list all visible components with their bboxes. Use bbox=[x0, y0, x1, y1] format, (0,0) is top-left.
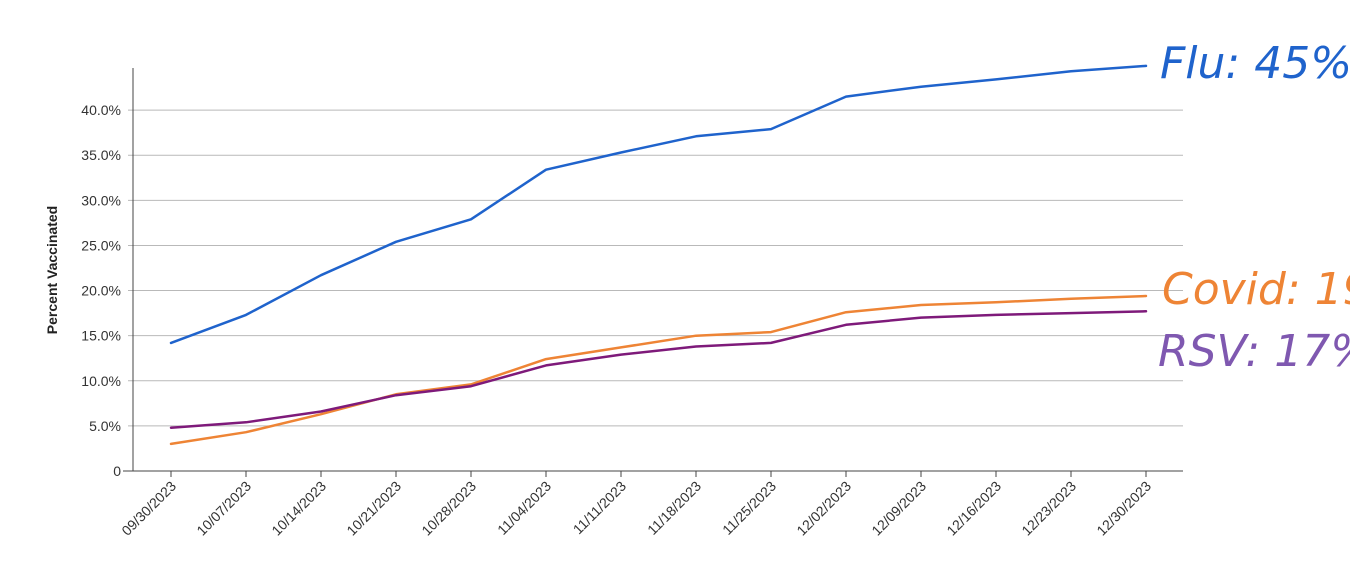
x-tick-label: 11/11/2023 bbox=[570, 478, 630, 538]
x-tick-label: 10/14/2023 bbox=[268, 478, 329, 539]
series-line-1 bbox=[169, 294, 1148, 446]
x-tick-label: 11/04/2023 bbox=[494, 478, 554, 538]
grid-lines bbox=[123, 109, 1183, 472]
x-tick-label: 12/30/2023 bbox=[1093, 478, 1154, 539]
x-tick-label: 10/07/2023 bbox=[193, 478, 254, 539]
x-tick-label: 10/28/2023 bbox=[418, 478, 479, 539]
y-axis-title: Percent Vaccinated bbox=[44, 206, 60, 334]
y-tick-label: 25.0% bbox=[81, 237, 121, 253]
y-tick-label: 40.0% bbox=[81, 102, 121, 118]
annotation-label: RSV: 17% bbox=[1158, 326, 1350, 377]
x-tick-label: 12/16/2023 bbox=[943, 478, 1004, 539]
y-tick-label: 10.0% bbox=[81, 373, 121, 389]
annotation-label: Flu: 45% bbox=[1160, 38, 1350, 89]
y-tick-label: 0 bbox=[113, 463, 121, 479]
y-tick-label: 30.0% bbox=[81, 192, 121, 208]
y-tick-labels: 0 5.0% 10.0% 15.0% 20.0% 25.0% 30.0% 35.0% 40.0% bbox=[81, 102, 121, 479]
x-tick-labels: 09/30/2023 10/07/2023 10/14/2023 10/21/2023… bbox=[118, 471, 1154, 539]
y-tick-label: 5.0% bbox=[89, 418, 121, 434]
y-tick-label: 15.0% bbox=[81, 328, 121, 344]
x-tick-label: 09/30/2023 bbox=[118, 478, 179, 539]
y-tick-label: 20.0% bbox=[81, 283, 121, 299]
series-lines bbox=[169, 64, 1148, 446]
y-tick-label: 35.0% bbox=[81, 147, 121, 163]
series-line-2 bbox=[169, 310, 1148, 429]
annotation-label: Covid: 19% bbox=[1162, 264, 1350, 315]
annotations: Flu: 45% Covid: 19% RSV: 17% bbox=[1158, 38, 1350, 377]
x-tick-label: 12/09/2023 bbox=[868, 478, 929, 539]
x-tick-label: 10/21/2023 bbox=[343, 478, 404, 539]
x-tick-label: 12/02/2023 bbox=[793, 478, 854, 539]
x-tick-label: 12/23/2023 bbox=[1018, 478, 1079, 539]
x-tick-label: 11/25/2023 bbox=[719, 478, 779, 538]
series-line-0 bbox=[169, 64, 1148, 345]
x-tick-label: 11/18/2023 bbox=[644, 478, 704, 538]
